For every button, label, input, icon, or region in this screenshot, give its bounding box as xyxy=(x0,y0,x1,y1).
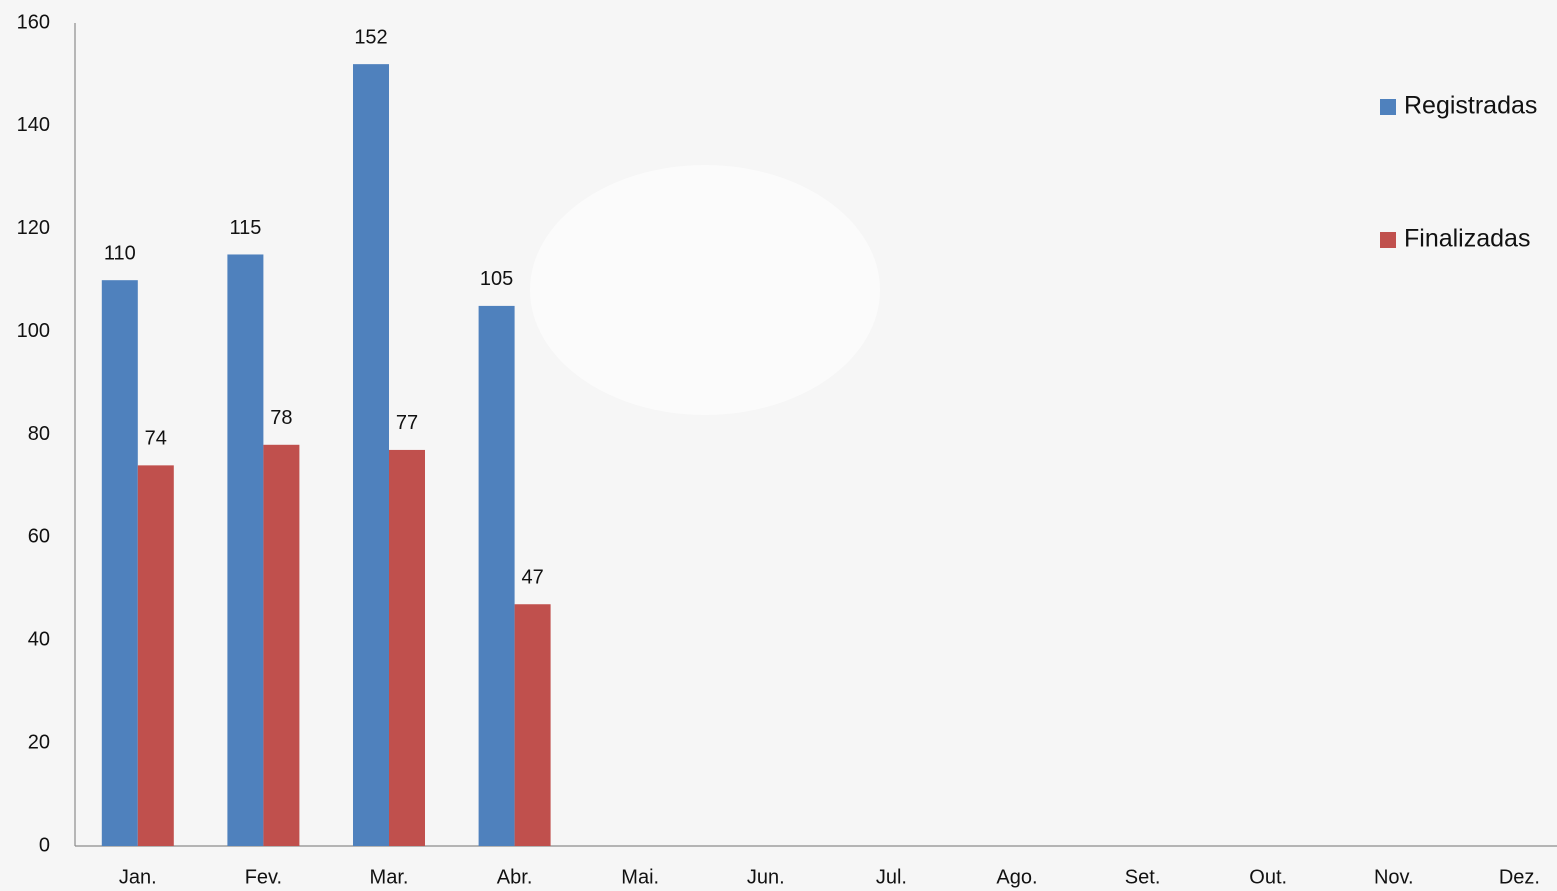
value-label: 115 xyxy=(229,217,261,239)
legend-label: Registradas xyxy=(1404,92,1537,120)
x-tick-label: Jul. xyxy=(876,866,907,888)
y-tick-label: 0 xyxy=(39,834,50,856)
value-label: 152 xyxy=(354,26,387,48)
y-tick-label: 100 xyxy=(17,320,50,342)
x-tick-label: Mar. xyxy=(370,866,409,888)
x-tick-label: Out. xyxy=(1249,866,1287,888)
x-tick-label: Ago. xyxy=(996,866,1037,888)
bar xyxy=(263,444,300,846)
bar xyxy=(514,604,551,846)
bar xyxy=(137,465,174,846)
y-tick-label: 120 xyxy=(17,217,50,239)
x-tick-label: Set. xyxy=(1125,866,1161,888)
bar xyxy=(389,449,425,846)
x-tick-label: Fev. xyxy=(245,866,282,888)
value-label: 77 xyxy=(396,412,418,434)
value-label: 78 xyxy=(270,407,292,429)
y-tick-label: 60 xyxy=(28,526,50,548)
bar xyxy=(478,305,515,846)
y-tick-label: 160 xyxy=(17,11,50,33)
watermark xyxy=(530,165,880,415)
bar xyxy=(227,254,264,846)
value-label: 110 xyxy=(104,242,136,264)
bar xyxy=(101,280,138,846)
x-tick-label: Dez. xyxy=(1499,866,1540,888)
x-tick-label: Mai. xyxy=(621,866,659,888)
x-tick-label: Nov. xyxy=(1374,866,1414,888)
legend-label: Finalizadas xyxy=(1404,225,1530,253)
value-label: 47 xyxy=(521,567,543,589)
y-tick-label: 20 xyxy=(28,731,50,753)
y-tick-label: 40 xyxy=(28,629,50,651)
y-tick-label: 80 xyxy=(28,423,50,445)
legend-swatch xyxy=(1380,232,1396,248)
bar xyxy=(353,64,389,846)
value-label: 74 xyxy=(145,428,167,450)
y-tick-label: 140 xyxy=(17,114,50,136)
x-tick-label: Abr. xyxy=(497,866,533,888)
x-tick-label: Jun. xyxy=(747,866,785,888)
x-tick-label: Jan. xyxy=(119,866,157,888)
value-label: 105 xyxy=(480,268,513,290)
legend-swatch xyxy=(1380,99,1396,115)
